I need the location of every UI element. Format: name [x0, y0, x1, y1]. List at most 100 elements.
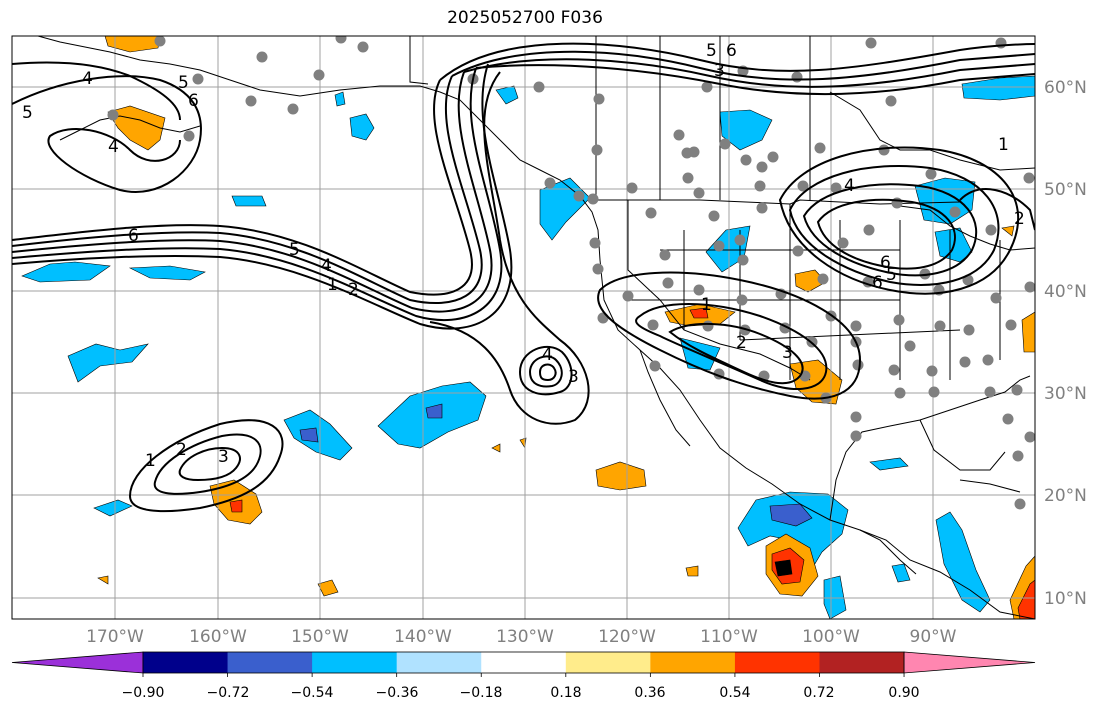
contour: [668, 323, 804, 385]
lon-label: 140°W: [394, 627, 452, 647]
shade-blue: [869, 457, 909, 471]
shade-orange: [1021, 311, 1035, 353]
contour: [439, 42, 1035, 81]
shade-blue: [67, 343, 149, 383]
shade-orange: [794, 269, 827, 293]
colorbar-segment: [734, 652, 820, 673]
lon-label: 130°W: [496, 627, 554, 647]
colorbar-outline: [142, 651, 905, 674]
shade-blue: [231, 195, 267, 207]
contour-label: 2: [348, 280, 359, 300]
contour: [778, 146, 1020, 295]
shade-darkblue: [769, 503, 813, 527]
colorbar-segment: [650, 652, 736, 673]
contour-label: 3: [782, 343, 793, 363]
contour-label: 4: [542, 345, 553, 365]
shade-red: [689, 307, 709, 319]
shade-orange: [685, 565, 699, 577]
gridlines: [12, 36, 1035, 619]
shade-red: [1017, 579, 1035, 619]
coastline: [919, 419, 1006, 471]
contour-label: 4: [82, 69, 93, 89]
coastline: [639, 349, 691, 447]
shade-orange: [491, 443, 501, 453]
contour: [12, 67, 503, 321]
lat-label: 10°N: [1044, 589, 1087, 609]
map-border: [11, 35, 1036, 620]
shade-black: [774, 559, 793, 577]
lon-label: 110°W: [700, 627, 758, 647]
lon-label: 120°W: [598, 627, 656, 647]
shade-orange: [595, 461, 647, 491]
shade-blue: [349, 113, 375, 141]
longitude-labels: 170°W 160°W 150°W 140°W 130°W 120°W 110°…: [86, 627, 957, 647]
contour: [12, 71, 493, 313]
contour-label: 2: [1014, 209, 1025, 229]
contour-label: 3: [714, 61, 725, 81]
contour: [959, 188, 1035, 231]
contour: [463, 58, 1035, 88]
lon-label: 170°W: [86, 627, 144, 647]
shade-blue: [891, 563, 911, 583]
contour-label: 1: [998, 135, 1009, 155]
country-border: [859, 529, 917, 575]
contour: [178, 446, 241, 482]
shade-blue: [21, 261, 111, 283]
lat-label: 30°N: [1044, 384, 1087, 404]
lat-label: 40°N: [1044, 282, 1087, 302]
contour-label: 6: [188, 91, 199, 111]
contour: [429, 71, 590, 425]
contour: [518, 345, 573, 396]
map-background: [12, 36, 1035, 619]
state-border: [739, 329, 961, 341]
shade-blue: [283, 409, 353, 461]
lon-label: 100°W: [802, 627, 860, 647]
colorbar-extend-max: [903, 651, 1036, 674]
shade-blue: [719, 109, 773, 151]
coastline: [37, 36, 1035, 619]
contour-label: 6: [880, 253, 891, 273]
colorbar-tick-labels: −0.90 −0.72 −0.54 −0.36 −0.18 0.18 0.36 …: [122, 685, 920, 701]
contour: [12, 63, 513, 330]
contour-label: 6: [128, 226, 139, 246]
colorbar: [11, 651, 1036, 677]
contour-label: 4: [108, 137, 119, 157]
contour: [153, 433, 262, 495]
contour: [538, 363, 557, 382]
contour-label: 3: [218, 447, 229, 467]
contour-labels: 4 5 6 6 4 5 6 5 4 1 2 4 3 1 2 3 1 2 3 4 …: [22, 41, 1025, 471]
contour: [128, 419, 284, 513]
contour-label: 5: [706, 41, 717, 61]
shade-orange: [97, 575, 109, 585]
shade-blue: [961, 75, 1035, 101]
colorbar-segment: [819, 652, 905, 673]
contour-label: 5: [886, 265, 897, 285]
shade-blue: [128, 265, 206, 281]
colorbar-tick-label: 0.72: [803, 685, 834, 701]
shade-orange: [1001, 225, 1015, 237]
contour: [12, 75, 202, 193]
lat-label: 60°N: [1044, 78, 1087, 98]
coastline: [959, 479, 1021, 493]
contour: [635, 303, 828, 390]
contour-label: 5: [178, 73, 189, 93]
lat-label: 50°N: [1044, 180, 1087, 200]
contour: [451, 50, 1035, 81]
contour-label: 3: [568, 367, 579, 387]
contour-label: 2: [176, 440, 187, 460]
shade-orange: [317, 579, 339, 597]
colorbar-segment: [312, 652, 398, 673]
contour-label: 4: [321, 256, 332, 276]
contour-label: 4: [844, 176, 855, 196]
colorbar-segment: [143, 652, 229, 673]
contour: [802, 183, 978, 277]
contour-label: 5: [22, 103, 33, 123]
colorbar-segment: [481, 652, 567, 673]
map-title: 2025052700 F036: [447, 8, 603, 28]
station-dots: [107, 36, 1035, 510]
contour: [528, 355, 563, 388]
colorbar-segment: [565, 652, 651, 673]
colorbar-segment: [227, 652, 313, 673]
shade-orange: [107, 105, 166, 151]
